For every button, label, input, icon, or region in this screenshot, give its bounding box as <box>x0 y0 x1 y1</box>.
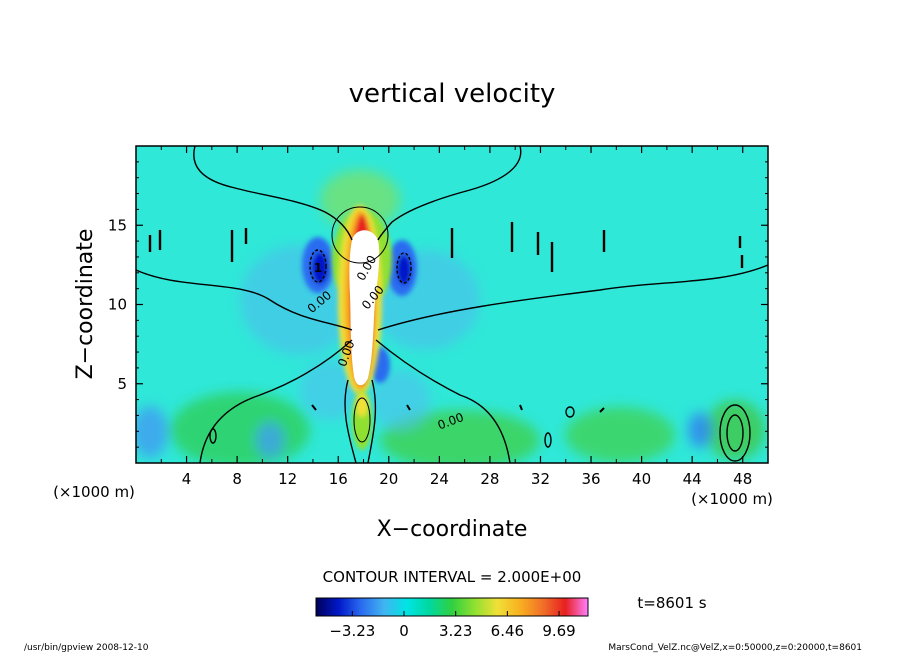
x-tick-label: 32 <box>531 470 550 488</box>
footer-right: MarsCond_VelZ.nc@VelZ,x=0:50000,z=0:2000… <box>608 643 862 653</box>
y-axis: 5 10 15 <box>108 161 768 448</box>
x-tick-label: 4 <box>182 470 192 488</box>
x-axis: 4 8 12 16 20 24 28 32 36 40 44 48 <box>160 146 752 488</box>
time-label: t=8601 s <box>637 594 706 612</box>
x-tick-label: 44 <box>683 470 702 488</box>
footer-left: /usr/bin/gpview 2008-12-10 <box>24 643 149 653</box>
y-tick-label: 10 <box>108 296 127 314</box>
field-shading <box>136 170 765 463</box>
x-axis-label: X−coordinate <box>377 517 528 542</box>
x-tick-label: 24 <box>430 470 449 488</box>
x-tick-label: 20 <box>379 470 398 488</box>
colorbar-tick-label: 9.69 <box>542 622 575 640</box>
x-tick-label: 12 <box>278 470 297 488</box>
contour-lines <box>136 146 768 463</box>
x-unit-label-right: (×1000 m) <box>691 490 773 508</box>
colorbar-tick-label: 0 <box>399 622 409 640</box>
x-tick-label: 36 <box>581 470 600 488</box>
contour-label: 1 <box>314 261 322 275</box>
y-tick-label: 5 <box>117 375 127 393</box>
contour-interval-label: CONTOUR INTERVAL = 2.000E+00 <box>323 568 582 586</box>
x-tick-label: 28 <box>480 470 499 488</box>
updraft-core <box>349 230 380 386</box>
plot-area: 1 0.00 0.00 0.00 0.00 0.00 <box>136 146 768 463</box>
colorbar <box>315 597 589 617</box>
x-unit-label-left: (×1000 m) <box>53 483 135 501</box>
y-tick-label: 15 <box>108 216 127 234</box>
colorbar-tick-label: 3.23 <box>439 622 472 640</box>
chart-title: vertical velocity <box>349 79 556 109</box>
colorbar-tick-label: 6.46 <box>491 622 524 640</box>
colorbar-ticks: −3.23 0 3.23 6.46 9.69 <box>329 611 576 640</box>
x-tick-label: 16 <box>329 470 348 488</box>
y-axis-label: Z−coordinate <box>73 229 98 380</box>
colorbar-tick-label: −3.23 <box>329 622 375 640</box>
x-tick-label: 8 <box>232 470 242 488</box>
x-tick-label: 40 <box>632 470 651 488</box>
x-tick-label: 48 <box>733 470 752 488</box>
